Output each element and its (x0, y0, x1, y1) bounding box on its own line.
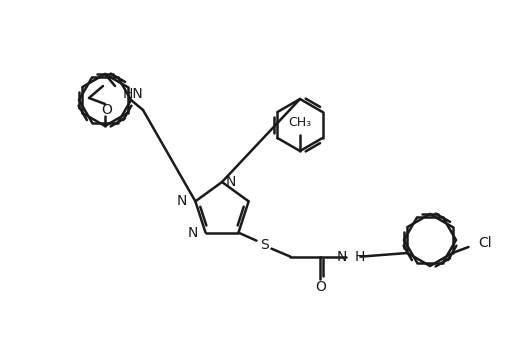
Text: S: S (260, 238, 269, 252)
Text: HN: HN (123, 87, 144, 101)
Text: N: N (177, 194, 187, 208)
Text: Cl: Cl (479, 236, 492, 250)
Text: CH₃: CH₃ (288, 116, 312, 129)
Text: N: N (337, 250, 348, 264)
Text: N: N (187, 226, 198, 240)
Text: O: O (315, 280, 326, 294)
Text: O: O (101, 103, 113, 117)
Text: H: H (354, 250, 365, 264)
Text: N: N (226, 175, 237, 189)
